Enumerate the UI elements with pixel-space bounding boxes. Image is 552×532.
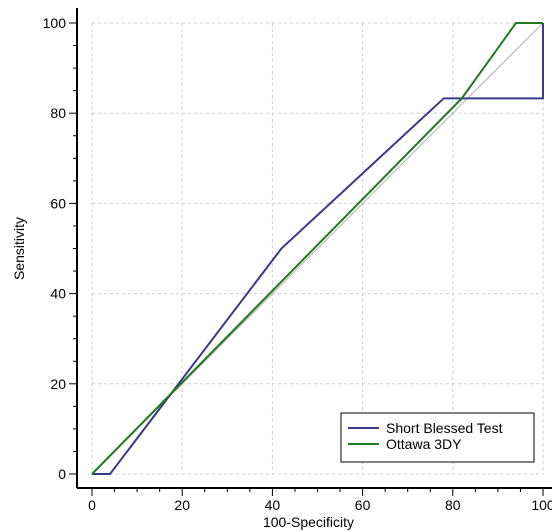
tick-marks: 0 20 40 60 80 100 0 20 40 60 80 100: [43, 15, 552, 513]
y-tick-label: 80: [50, 105, 66, 121]
x-tick-label: 80: [445, 497, 461, 513]
x-tick-label: 0: [88, 497, 96, 513]
legend-box: [340, 412, 535, 463]
legend: Short Blessed Test Ottawa 3DY: [340, 412, 535, 463]
x-axis-title: 100-Specificity: [263, 514, 354, 530]
y-tick-label: 20: [50, 376, 66, 392]
y-tick-label: 0: [58, 466, 66, 482]
y-tick-label: 60: [50, 195, 66, 211]
y-tick-label: 40: [50, 286, 66, 302]
series-line-ottawa-3dy: [91, 22, 543, 475]
y-axis-title: Sensitivity: [11, 217, 27, 280]
x-tick-label: 100: [531, 497, 552, 513]
y-tick-label: 100: [43, 15, 67, 31]
x-tick-label: 40: [265, 497, 281, 513]
x-tick-label: 20: [174, 497, 190, 513]
series-lines: [91, 22, 544, 475]
legend-label-short-blessed-test: Short Blessed Test: [386, 420, 503, 436]
series-line-short-blessed-test: [92, 23, 544, 475]
legend-label-ottawa-3dy: Ottawa 3DY: [386, 436, 462, 452]
x-tick-label: 60: [355, 497, 371, 513]
